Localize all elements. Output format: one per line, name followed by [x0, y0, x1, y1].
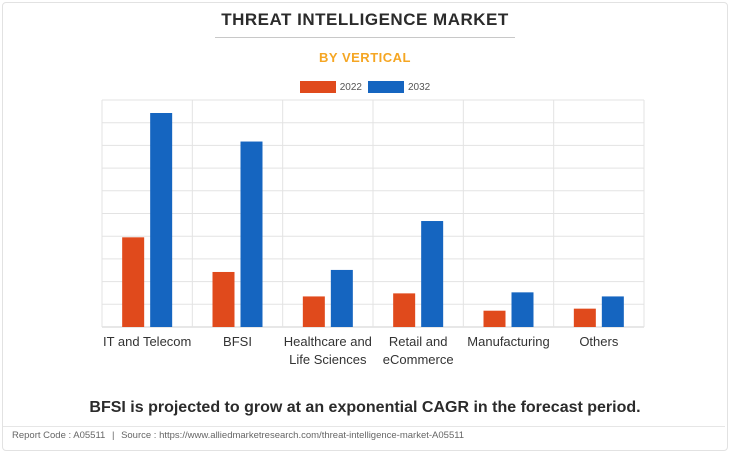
x-tick-label: Others	[579, 334, 619, 349]
footer-statement: BFSI is projected to grow at an exponent…	[89, 399, 641, 416]
x-tick-label: eCommerce	[383, 352, 454, 367]
legend-swatch-2032	[368, 81, 404, 93]
chart-legend: 2022 2032	[0, 80, 730, 94]
x-tick-label: Life Sciences	[289, 352, 367, 367]
title-divider	[215, 37, 515, 38]
bar-2022-bfsi[interactable]	[212, 271, 235, 327]
legend-swatch-2022	[299, 81, 336, 93]
bar-2022-it-and-telecom[interactable]	[122, 237, 145, 327]
chart-title: THREAT INTELLIGENCE MARKET	[221, 10, 509, 29]
bar-2022-retail-and-ecommerce[interactable]	[393, 293, 416, 327]
bar-2022-healthcare-and-life-sciences[interactable]	[302, 296, 325, 327]
chart-subtitle: BY VERTICAL	[319, 50, 411, 65]
report-source-line: Report Code : A05511 | Source : https://…	[12, 430, 464, 441]
legend-item-2022[interactable]: 2022	[299, 81, 362, 93]
report-separator: |	[111, 430, 115, 441]
report-source[interactable]: Source : https://www.alliedmarketresearc…	[121, 430, 465, 441]
x-tick-label: Healthcare and	[284, 334, 372, 349]
legend-label-2032: 2032	[408, 81, 431, 93]
legend-item-2032[interactable]: 2032	[368, 81, 430, 93]
report-code: Report Code : A05511	[12, 430, 106, 441]
bar-2032-retail-and-ecommerce[interactable]	[421, 221, 444, 327]
x-tick-label: IT and Telecom	[103, 334, 191, 349]
bar-2032-healthcare-and-life-sciences[interactable]	[330, 269, 353, 327]
legend-label-2022: 2022	[339, 81, 362, 93]
bar-2032-others[interactable]	[601, 296, 624, 327]
bar-2032-it-and-telecom[interactable]	[150, 113, 173, 327]
category-label-layer: IT and Telecom BFSI Healthcare and Life Sci…	[103, 334, 619, 367]
x-tick-label: BFSI	[223, 334, 252, 349]
bar-2032-manufacturing[interactable]	[511, 292, 534, 327]
x-tick-label: Retail and	[389, 334, 448, 349]
bar-layer	[122, 113, 624, 327]
bar-2032-bfsi[interactable]	[240, 141, 263, 327]
footer-divider	[3, 426, 725, 427]
bar-2022-others[interactable]	[573, 308, 596, 327]
bar-2022-manufacturing[interactable]	[483, 310, 506, 327]
x-tick-label: Manufacturing	[467, 334, 549, 349]
grid-layer	[101, 99, 645, 328]
